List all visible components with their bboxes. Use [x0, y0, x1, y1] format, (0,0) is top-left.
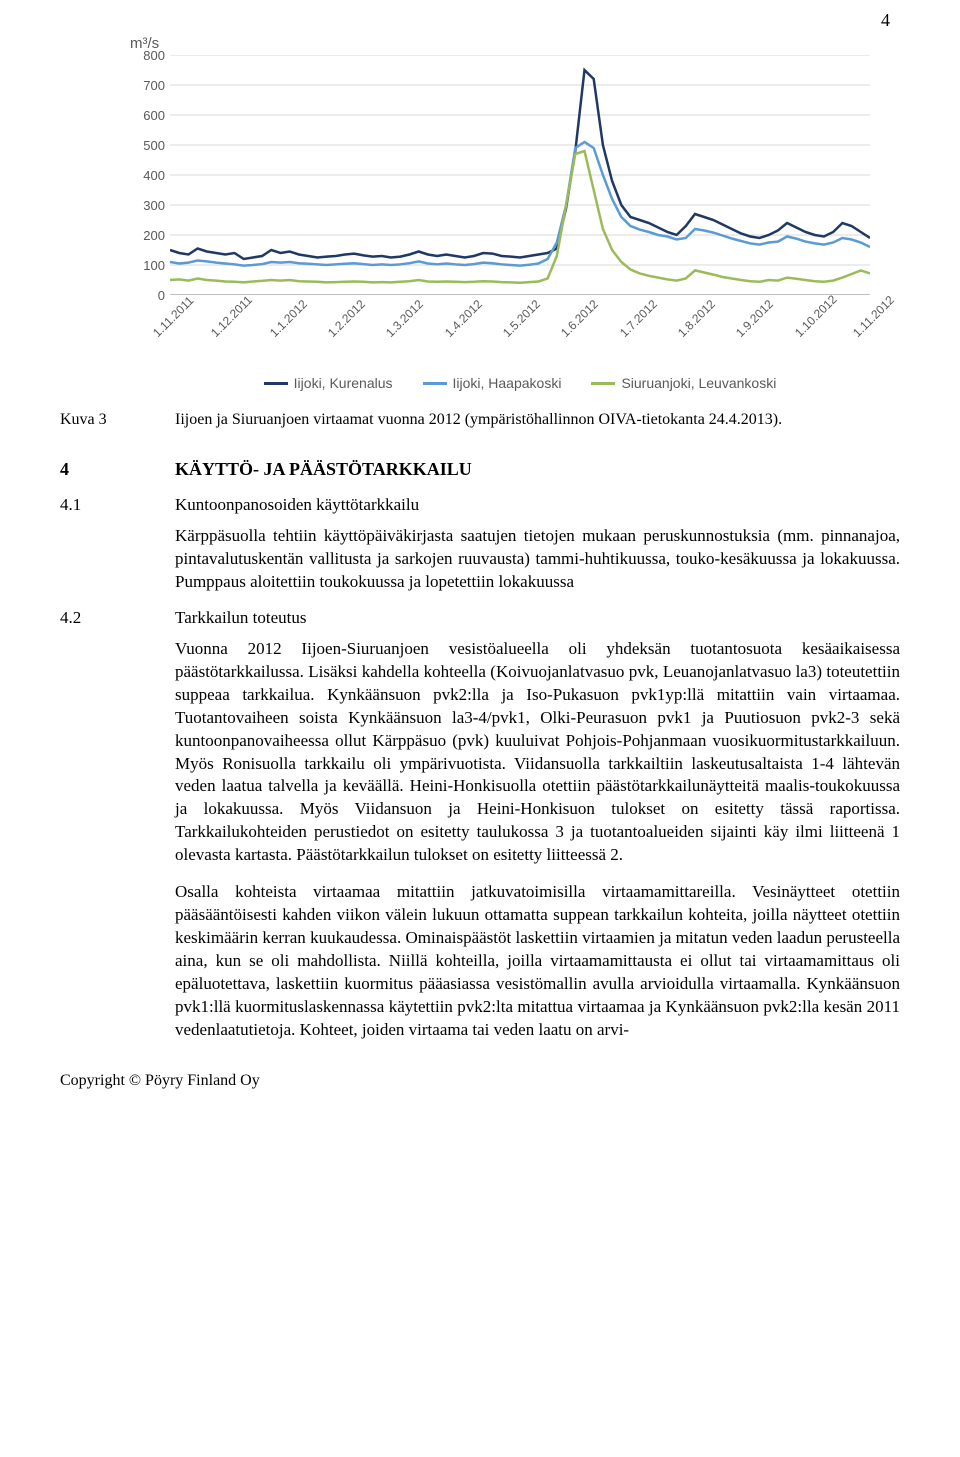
chart-plot — [170, 55, 870, 295]
caption-label: Kuva 3 — [60, 411, 135, 429]
page-number: 4 — [881, 10, 890, 31]
subsection-title: Kuntoonpanosoiden käyttötarkkailu — [175, 495, 419, 515]
subsection-number: 4.1 — [60, 495, 135, 515]
caption-text: Iijoen ja Siuruanjoen virtaamat vuonna 2… — [175, 411, 900, 429]
copyright-footer: Copyright © Pöyry Finland Oy — [60, 1072, 900, 1090]
legend-label: Iijoki, Haapakoski — [453, 375, 562, 391]
flow-chart: m³/s 01002003004005006007008001.11.20111… — [170, 40, 870, 391]
legend-item: Iijoki, Haapakoski — [423, 375, 562, 391]
paragraph: Kärppäsuolla tehtiin käyttöpäiväkirjasta… — [175, 525, 900, 594]
subsection-heading: 4.1 Kuntoonpanosoiden käyttötarkkailu — [60, 495, 900, 515]
section-heading: 4 KÄYTTÖ- JA PÄÄSTÖTARKKAILU — [60, 459, 900, 480]
subsection-number: 4.2 — [60, 608, 135, 628]
legend-item: Iijoki, Kurenalus — [264, 375, 393, 391]
legend-item: Siuruanjoki, Leuvankoski — [591, 375, 776, 391]
legend-label: Siuruanjoki, Leuvankoski — [621, 375, 776, 391]
figure-caption: Kuva 3 Iijoen ja Siuruanjoen virtaamat v… — [60, 411, 900, 429]
paragraph: Osalla kohteista virtaamaa mitattiin jat… — [175, 881, 900, 1042]
section-number: 4 — [60, 459, 135, 480]
subsection-heading: 4.2 Tarkkailun toteutus — [60, 608, 900, 628]
section-title: KÄYTTÖ- JA PÄÄSTÖTARKKAILU — [175, 459, 472, 480]
paragraph: Vuonna 2012 Iijoen-Siuruanjoen vesistöal… — [175, 638, 900, 867]
subsection-title: Tarkkailun toteutus — [175, 608, 306, 628]
chart-legend: Iijoki, Kurenalus Iijoki, Haapakoski Siu… — [170, 375, 870, 391]
legend-label: Iijoki, Kurenalus — [294, 375, 393, 391]
